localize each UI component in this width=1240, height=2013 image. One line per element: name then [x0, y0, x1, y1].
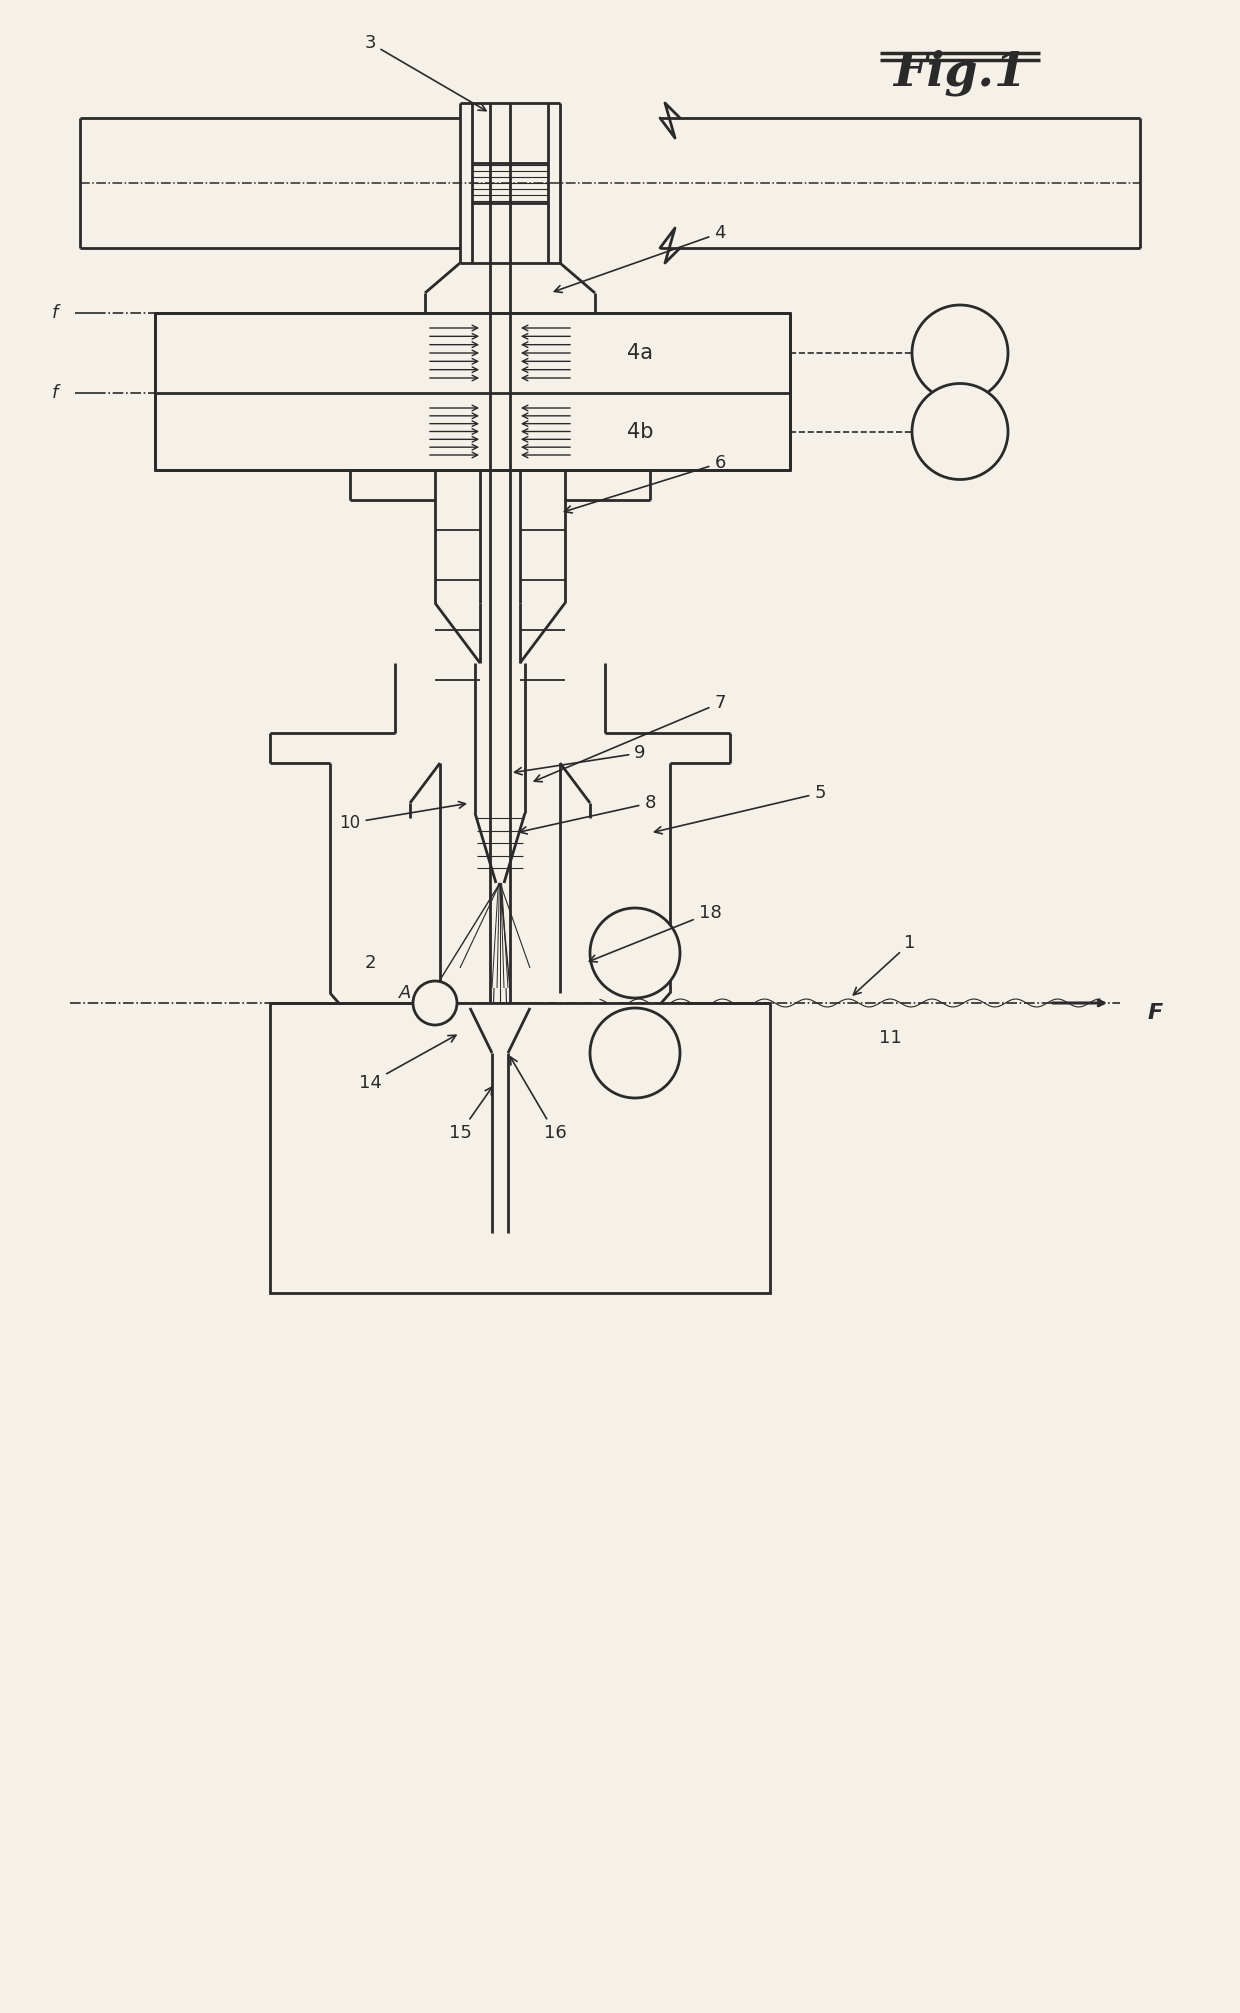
Text: 11: 11 — [879, 1029, 901, 1047]
Text: f: f — [52, 304, 58, 322]
Text: 5: 5 — [655, 783, 826, 833]
Circle shape — [911, 384, 1008, 479]
Text: 14: 14 — [358, 1035, 456, 1091]
Text: 18: 18 — [589, 904, 722, 962]
Circle shape — [413, 980, 458, 1025]
Text: f: f — [52, 384, 58, 403]
Text: 4a: 4a — [627, 342, 653, 362]
Text: 4b: 4b — [626, 421, 653, 441]
Text: 8: 8 — [520, 793, 656, 833]
Text: 10: 10 — [340, 801, 465, 831]
Text: 16: 16 — [511, 1057, 567, 1141]
Text: 7: 7 — [534, 694, 725, 781]
Bar — [270, 1002, 770, 1292]
Text: 15: 15 — [449, 1087, 492, 1141]
Text: 6: 6 — [564, 455, 725, 513]
Text: 3: 3 — [365, 34, 486, 111]
Text: 2: 2 — [365, 954, 376, 972]
Circle shape — [911, 306, 1008, 401]
Text: A: A — [399, 984, 412, 1002]
Text: 9: 9 — [515, 745, 646, 775]
Text: 4: 4 — [554, 223, 725, 292]
Text: 1: 1 — [853, 934, 915, 994]
Circle shape — [590, 1009, 680, 1097]
Text: F: F — [1147, 1002, 1163, 1023]
Text: Fig.1: Fig.1 — [893, 50, 1027, 97]
Bar — [155, 312, 790, 469]
Circle shape — [590, 908, 680, 998]
